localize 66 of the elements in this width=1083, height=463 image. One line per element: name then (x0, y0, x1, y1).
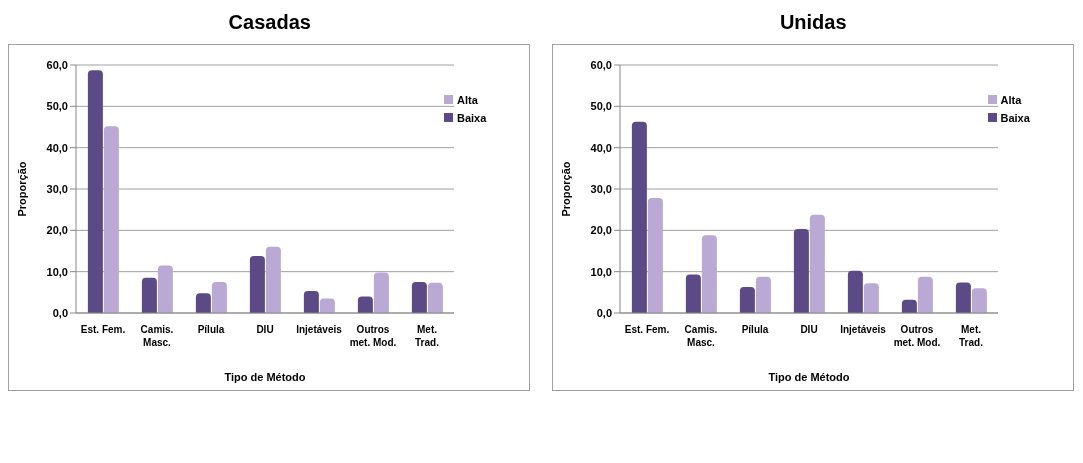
bar (863, 283, 879, 313)
x-tick-label: Met. Trad. (958, 324, 983, 348)
bar (755, 276, 771, 313)
x-tick-label: Met. Trad. (415, 324, 440, 348)
bar (373, 272, 389, 313)
bar (303, 291, 319, 313)
bar (793, 229, 809, 313)
x-tick-label: DIU (799, 324, 818, 335)
y-tick-label: 0,0 (52, 306, 68, 319)
x-tick-label: Injetáveis (296, 324, 343, 335)
y-axis-title: Proporção (559, 161, 572, 217)
y-tick-label: 30,0 (46, 182, 68, 195)
bar (955, 282, 971, 313)
y-tick-label: 40,0 (46, 141, 68, 154)
bar (357, 296, 373, 313)
bar (901, 299, 917, 313)
y-tick-label: 20,0 (46, 224, 68, 237)
bar (195, 293, 211, 313)
legend-label: Baixa (1000, 112, 1030, 124)
x-tick-label: Est. Fem. (80, 324, 126, 335)
bar (103, 126, 119, 313)
y-tick-label: 30,0 (590, 182, 612, 195)
bar (701, 235, 717, 313)
bar (157, 265, 173, 313)
x-tick-label: Injetáveis (839, 324, 886, 335)
bar (685, 274, 701, 313)
y-tick-label: 60,0 (590, 58, 612, 71)
y-tick-label: 10,0 (590, 265, 612, 278)
x-tick-label: Camis. Masc. (684, 324, 718, 348)
legend-label: Baixa (457, 112, 487, 124)
y-tick-label: 20,0 (590, 224, 612, 237)
bar (917, 276, 933, 313)
legend-label: Alta (1000, 94, 1022, 106)
x-tick-label: Pílula (197, 324, 225, 335)
x-tick-label: Outros met. Mod. (893, 324, 941, 348)
chart-title: Unidas (778, 10, 848, 35)
x-tick-label: Camis. Masc. (140, 324, 174, 348)
y-tick-label: 0,0 (596, 306, 612, 319)
x-tick-label: DIU (256, 324, 274, 335)
bar (971, 288, 987, 313)
x-tick-label: Pílula (741, 324, 769, 335)
y-tick-label: 60,0 (46, 58, 68, 71)
x-axis-title: Tipo de Método (224, 371, 306, 383)
x-tick-label: Est. Fem. (624, 324, 669, 335)
y-tick-label: 40,0 (590, 141, 612, 154)
bar (249, 255, 265, 313)
bar (265, 246, 281, 313)
x-axis-title: Tipo de Método (767, 371, 850, 383)
y-tick-label: 50,0 (590, 100, 612, 113)
bar (427, 282, 443, 313)
bar (739, 286, 755, 313)
bar (847, 270, 863, 313)
y-tick-label: 10,0 (46, 265, 68, 278)
chart-title: Casadas (227, 10, 312, 35)
bar (631, 121, 647, 313)
bar (647, 198, 663, 313)
bar (141, 277, 157, 313)
bar (211, 282, 227, 313)
bar (319, 298, 335, 313)
x-tick-label: Outros met. Mod. (349, 324, 397, 348)
bar (411, 282, 427, 313)
bar (809, 214, 825, 313)
y-tick-label: 50,0 (46, 100, 68, 113)
legend-label: Alta (457, 94, 478, 106)
bar (87, 70, 103, 313)
y-axis-title: Proporção (15, 161, 28, 217)
